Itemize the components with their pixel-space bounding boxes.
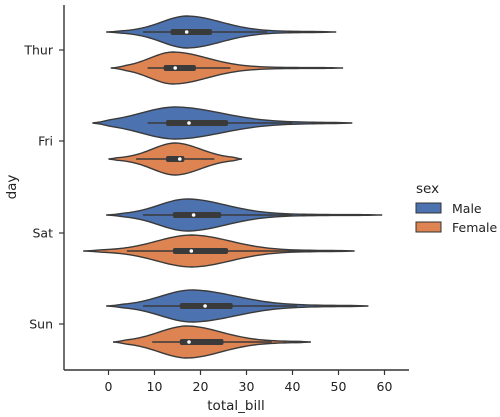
y-ticks: Thur Fri Sat Sun [23,43,64,332]
violin-female-sat [83,234,355,268]
x-tick-label: 30 [239,379,255,394]
violin-female-sun [113,325,311,359]
y-tick-label-sat: Sat [33,226,54,241]
violin-plot-area [83,15,383,359]
median-dot [178,157,182,161]
legend-label-male: Male [452,201,482,216]
violin-male-sun [106,289,369,323]
legend-label-female: Female [452,220,498,235]
legend: sex Male Female [415,181,498,235]
legend-swatch-female [415,221,442,233]
violin-male-fri [92,106,353,140]
median-dot [173,66,177,70]
median-dot [203,304,207,308]
y-tick-label-fri: Fri [38,134,53,149]
iqr-box [172,212,222,218]
median-dot [184,30,189,34]
median-dot [191,213,196,217]
iqr-box [179,339,224,345]
x-tick-label: 0 [105,379,113,394]
x-tick-label: 40 [285,379,301,394]
iqr-box [166,156,185,162]
median-dot [189,249,194,253]
iqr-box [163,65,196,71]
y-tick-label-thur: Thur [23,43,53,58]
iqr-box [170,29,212,35]
iqr-box [172,248,229,254]
x-axis-title: total_bill [207,398,264,414]
median-dot [187,340,191,344]
x-ticks: 0 10 20 30 40 50 60 [105,370,393,394]
iqr-box [166,120,229,126]
axes [63,5,409,371]
violin-male-thur [106,15,337,49]
x-tick-label: 20 [193,379,209,394]
y-tick-label-sun: Sun [29,317,53,332]
y-axis-title: day [4,175,20,200]
violin-female-fri [108,142,243,176]
median-dot [187,121,191,125]
legend-swatch-male [415,202,442,214]
legend-title: sex [416,181,439,197]
x-tick-label: 50 [331,379,347,394]
violin-female-thur [110,51,344,85]
violin-male-sat [106,198,383,232]
x-tick-label: 10 [147,379,163,394]
x-tick-label: 60 [377,379,393,394]
